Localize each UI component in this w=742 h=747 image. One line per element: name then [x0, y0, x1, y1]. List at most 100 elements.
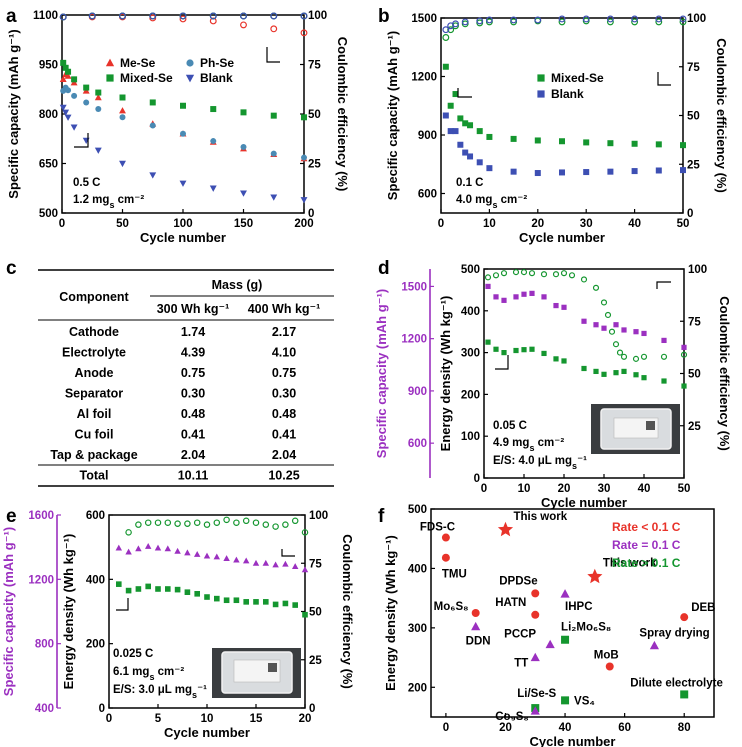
data-point — [60, 59, 67, 66]
data-point — [262, 521, 270, 528]
table-cell-component: Total — [80, 469, 109, 483]
table-header-mass: Mass (g) — [212, 278, 263, 292]
data-point — [252, 519, 260, 526]
data-point — [155, 586, 161, 592]
data-point — [613, 322, 619, 328]
legend-item: Ph-Se — [186, 56, 234, 70]
data-point — [531, 610, 540, 619]
capacity-tick-label: 900 — [408, 386, 427, 398]
y2-tick-label: 100 — [688, 264, 707, 276]
x-tick-label: 15 — [250, 713, 263, 725]
x-tick-label: 20 — [299, 713, 312, 725]
data-point — [558, 15, 566, 23]
data-point — [680, 690, 689, 699]
data-point — [193, 551, 201, 557]
series-energy-density — [116, 581, 308, 618]
data-point — [119, 107, 126, 114]
panel-a-chart: 0 50 100 150 20050065080095011000255075100Cy… — [6, 10, 350, 245]
legend-marker — [185, 74, 195, 83]
y2-tick-label: 0 — [308, 208, 314, 220]
data-point — [145, 583, 151, 590]
data-point — [253, 599, 259, 605]
legend-label: Rate > 0.1 C — [612, 556, 681, 570]
x-tick-label: 150 — [234, 218, 253, 230]
data-point — [135, 545, 142, 552]
data-point — [661, 337, 667, 344]
data-point — [233, 519, 240, 526]
x-tick-label: 80 — [678, 722, 691, 734]
x-tick-label: 20 — [531, 218, 544, 230]
series-blank — [442, 112, 686, 177]
data-point — [606, 15, 614, 23]
y-tick-label: 600 — [418, 189, 437, 201]
table-cell-400: 10.25 — [268, 469, 299, 483]
condition-loading: 6.1 mgs cm⁻² — [113, 666, 184, 682]
data-point — [442, 112, 449, 119]
data-point — [493, 346, 499, 352]
table-cell-300: 4.39 — [181, 346, 205, 360]
data-point-group: DEB — [680, 602, 715, 622]
data-point — [174, 547, 181, 554]
data-point — [632, 355, 640, 362]
data-point — [242, 557, 250, 564]
data-point — [545, 639, 555, 649]
data-point — [270, 25, 278, 33]
x-tick-label: 20 — [499, 722, 512, 734]
data-point — [164, 545, 172, 552]
plot-frame — [430, 508, 715, 718]
y-tick-label: 400 — [461, 306, 480, 318]
data-point — [270, 194, 278, 201]
series-mixed-se-ce — [442, 17, 687, 41]
data-point — [561, 696, 570, 705]
data-point — [492, 272, 500, 279]
table-cell-400: 0.48 — [272, 407, 296, 421]
data-point — [476, 17, 484, 25]
data-point-group: VS₄ — [561, 695, 595, 707]
data-point — [620, 353, 628, 360]
data-point-group: MoB — [594, 649, 619, 671]
data-point-group: Li₂Mo₆S₈ — [561, 622, 611, 644]
data-point — [59, 13, 67, 21]
legend-label: Blank — [551, 87, 584, 101]
y-tick-label: 0 — [474, 473, 480, 485]
data-point — [655, 167, 662, 174]
y2-tick-label: 25 — [688, 421, 701, 433]
point-label: FDS-C — [420, 522, 455, 534]
x-tick-label: 10 — [518, 483, 531, 495]
y-axis-label: Energy density (Wh kg⁻¹) — [383, 535, 398, 691]
table-cell-component: Separator — [65, 387, 123, 401]
capacity-axis-label: Specific capacity (mAh g⁻¹) — [374, 289, 389, 458]
x-axis-label: Cycle number — [164, 725, 250, 740]
data-point-group: DDN — [466, 621, 491, 648]
data-point — [500, 270, 508, 277]
table-cell-300: 0.75 — [181, 366, 205, 380]
data-point — [272, 561, 279, 568]
data-point — [179, 15, 187, 23]
data-point-group: Dilute electrolyte — [630, 677, 723, 699]
capacity-tick-label: 800 — [35, 639, 54, 651]
data-point — [467, 122, 474, 129]
y2-tick-label: 100 — [308, 10, 327, 22]
data-point — [452, 20, 459, 28]
data-point — [680, 351, 688, 358]
data-point — [441, 553, 450, 562]
left-axis-arrow — [116, 598, 129, 611]
data-point — [580, 276, 588, 283]
y-tick-label: 600 — [86, 510, 105, 522]
legend-marker — [537, 74, 545, 82]
data-point — [485, 339, 491, 345]
data-point — [462, 120, 469, 127]
data-point — [510, 18, 518, 26]
data-point — [301, 114, 307, 121]
x-tick-label: 0 — [438, 218, 444, 230]
data-point — [660, 353, 668, 360]
data-point — [270, 112, 277, 119]
data-point — [530, 706, 540, 715]
data-point — [70, 124, 78, 131]
y-tick-label: 650 — [39, 159, 58, 171]
data-point — [71, 92, 78, 99]
data-point — [116, 581, 122, 587]
table-header-400: 400 Wh kg⁻¹ — [248, 302, 321, 316]
condition-es-ratio: E/S: 3.0 μL mgs⁻¹ — [113, 684, 207, 700]
data-point — [300, 29, 308, 37]
